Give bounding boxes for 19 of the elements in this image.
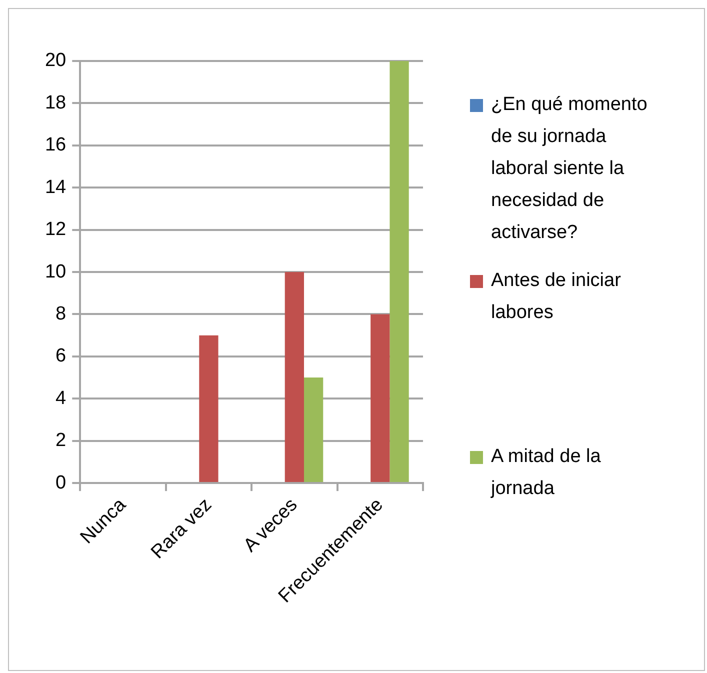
legend-label: ¿En qué momento de su jornada laboral siente la necesidad de activarse?: [491, 93, 648, 245]
y-tick-label: 14: [44, 176, 67, 198]
bar: [304, 378, 324, 482]
y-tick-label: 6: [56, 346, 66, 367]
legend-label: Antes de iniciar labores: [491, 269, 622, 325]
y-tick-label: 8: [56, 303, 66, 324]
y-tick-label: 10: [44, 261, 66, 282]
bar: [370, 314, 390, 482]
y-tick-label: 4: [56, 388, 67, 409]
legend-label: A mitad de la jornada: [491, 445, 602, 501]
y-tick-label: 16: [44, 134, 66, 156]
bar: [199, 335, 218, 482]
bar: [284, 272, 304, 482]
y-tick-label: 18: [44, 92, 66, 114]
bar: [390, 61, 409, 482]
y-tick-label: 0: [56, 472, 66, 494]
y-tick-label: 20: [44, 50, 66, 72]
y-tick-label: 12: [44, 219, 66, 240]
y-tick-label: 2: [56, 430, 66, 452]
